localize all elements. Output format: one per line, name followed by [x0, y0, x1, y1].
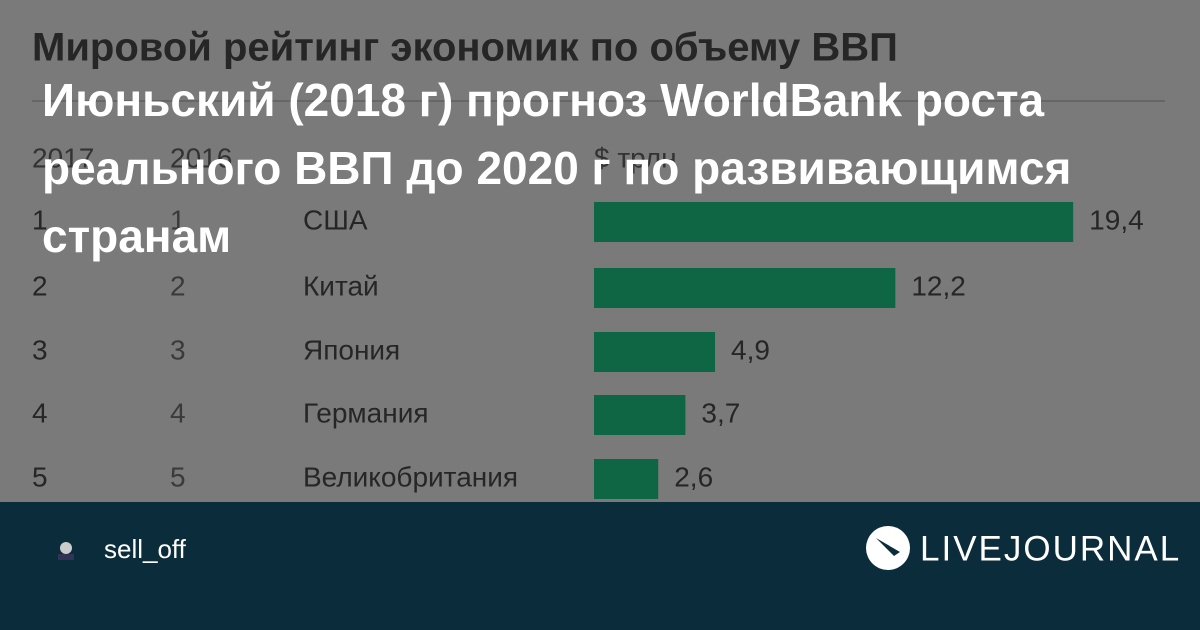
overlay-title: Июньский (2018 г) прогноз WorldBank рост… — [42, 74, 1072, 262]
bar — [594, 202, 1074, 242]
bar — [594, 332, 716, 372]
column-header: 2016 — [170, 142, 232, 173]
category-label: Великобритания — [303, 461, 518, 492]
bar — [594, 395, 686, 435]
category-label: США — [303, 204, 368, 235]
category-label: Китай — [303, 270, 379, 301]
footer-bar — [0, 502, 1200, 630]
chart-title: Мировой рейтинг экономик по объему ВВП — [32, 26, 898, 70]
value-label: 12,2 — [911, 270, 966, 301]
value-label: 4,9 — [731, 334, 770, 365]
user-icon-body — [58, 554, 74, 560]
username[interactable]: sell_off — [104, 534, 187, 564]
user-icon[interactable] — [60, 542, 72, 554]
brand[interactable]: LIVEJOURNAL — [920, 529, 1181, 568]
rank-2016: 3 — [170, 334, 186, 365]
rank-2016: 2 — [170, 270, 186, 301]
value-label: 3,7 — [701, 397, 740, 428]
value-label: 2,6 — [674, 461, 713, 492]
bar — [594, 459, 659, 499]
rank-2017: 3 — [32, 334, 48, 365]
rank-2017: 4 — [32, 397, 48, 428]
bar — [594, 268, 896, 308]
rank-2016: 1 — [170, 204, 186, 235]
lj-logo-pen — [876, 538, 900, 556]
rank-2016: 5 — [170, 461, 186, 492]
category-label: Япония — [303, 334, 400, 365]
rank-2017: 2 — [32, 270, 48, 301]
category-label: Германия — [303, 397, 429, 428]
rank-2016: 4 — [170, 397, 186, 428]
value-label: 19,4 — [1089, 204, 1144, 235]
rank-2017: 5 — [32, 461, 48, 492]
column-header: $ трлн — [594, 142, 677, 173]
rank-2017: 1 — [32, 204, 48, 235]
column-header: 2017 — [32, 142, 94, 173]
